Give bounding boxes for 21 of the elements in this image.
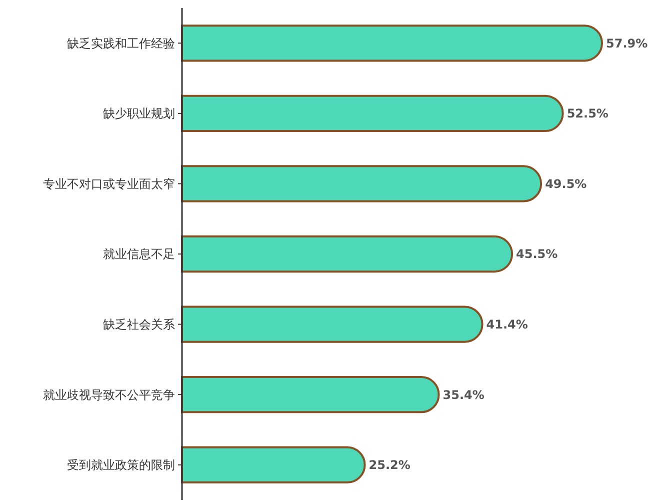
data-label: 45.5%	[516, 247, 558, 262]
data-label: 25.2%	[368, 458, 410, 472]
y-tick-label: 就业信息不足	[103, 247, 175, 262]
bar	[181, 165, 542, 202]
bar	[181, 235, 514, 273]
y-tick-label: 缺乏实践和工作经验	[67, 36, 175, 50]
bar	[181, 376, 440, 414]
data-label: 35.4%	[442, 388, 484, 402]
data-label: 57.9%	[606, 36, 648, 50]
data-label: 52.5%	[566, 106, 608, 121]
data-label: 41.4%	[486, 317, 528, 332]
y-tick-label: 专业不对口或专业面太窄	[43, 176, 175, 191]
y-tick-label: 受到就业政策的限制	[67, 458, 175, 472]
bar	[181, 94, 564, 132]
y-tick-label: 缺乏社会关系	[103, 317, 175, 332]
bar	[181, 306, 484, 343]
y-tick-label: 就业歧视导致不公平竞争	[43, 388, 175, 402]
bar	[181, 446, 366, 484]
y-tick-label: 缺少职业规划	[103, 106, 175, 121]
bar	[181, 24, 603, 62]
data-label: 49.5%	[545, 176, 587, 191]
